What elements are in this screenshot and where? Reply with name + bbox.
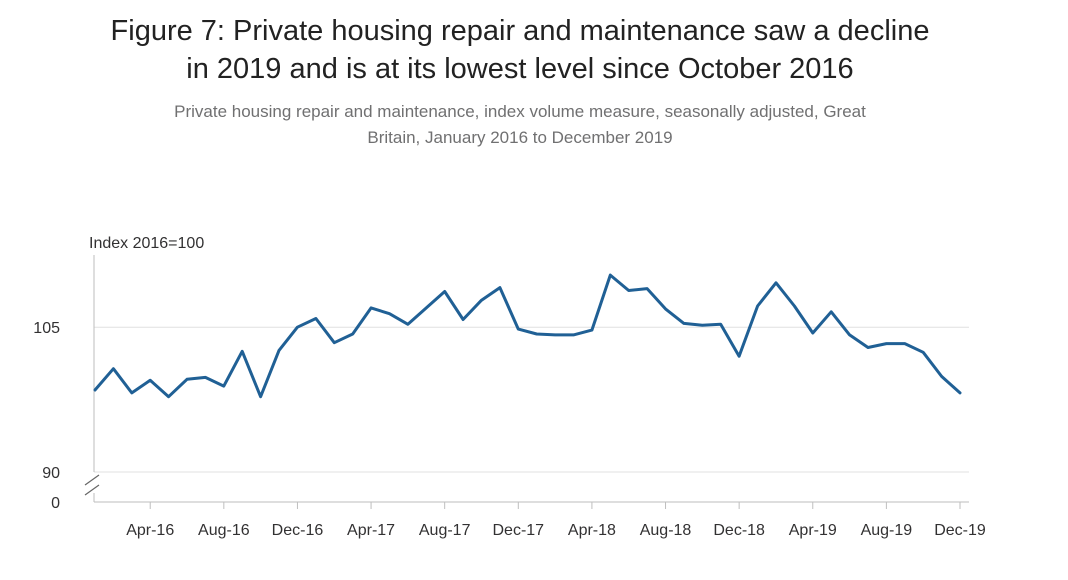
- data-point-2018-06[interactable]: [626, 288, 632, 294]
- axis-layer: [84, 255, 969, 509]
- data-point-2018-07[interactable]: [644, 286, 650, 292]
- data-point-2016-11[interactable]: [276, 347, 282, 353]
- series-layer: [92, 272, 963, 400]
- axis-break-mark-2: [84, 484, 100, 496]
- data-point-2017-04[interactable]: [368, 305, 374, 311]
- chart-subtitle-line-1: Private housing repair and maintenance, …: [174, 102, 866, 121]
- data-point-2016-05[interactable]: [166, 394, 172, 400]
- data-point-2019-02[interactable]: [773, 280, 779, 286]
- data-point-2017-07[interactable]: [423, 305, 429, 311]
- data-point-2017-11[interactable]: [497, 285, 503, 291]
- data-point-2019-11[interactable]: [939, 373, 945, 379]
- y-tick-label-90: 90: [42, 465, 60, 482]
- data-point-2016-12[interactable]: [294, 324, 300, 330]
- y-tick-label-105: 105: [33, 320, 60, 337]
- x-tick-label-Dec-18: Dec-18: [713, 522, 765, 539]
- data-point-2017-08[interactable]: [442, 289, 448, 295]
- chart-title: Figure 7: Private housing repair and mai…: [0, 12, 1040, 88]
- data-point-2016-08[interactable]: [221, 383, 227, 389]
- data-point-2016-06[interactable]: [184, 376, 190, 382]
- grid-layer: [94, 326, 969, 473]
- data-point-2018-08[interactable]: [663, 306, 669, 312]
- data-point-2017-12[interactable]: [515, 326, 521, 332]
- data-point-2017-06[interactable]: [405, 321, 411, 327]
- data-point-2017-05[interactable]: [387, 311, 393, 317]
- x-tick-label-Apr-17: Apr-17: [347, 522, 395, 539]
- data-point-2019-01[interactable]: [755, 303, 761, 309]
- data-point-2017-01[interactable]: [313, 316, 319, 322]
- data-point-2019-09[interactable]: [902, 341, 908, 347]
- data-point-2018-03[interactable]: [571, 332, 577, 338]
- x-tick-label-Apr-16: Apr-16: [126, 522, 174, 539]
- chart-subtitle: Private housing repair and maintenance, …: [70, 99, 970, 151]
- chart-subtitle-line-2: Britain, January 2016 to December 2019: [367, 128, 673, 147]
- data-point-2019-10[interactable]: [920, 349, 926, 355]
- data-point-2017-10[interactable]: [479, 297, 485, 303]
- data-point-2019-04[interactable]: [810, 330, 816, 336]
- x-tick-label-Aug-16: Aug-16: [198, 522, 250, 539]
- data-point-2018-01[interactable]: [534, 331, 540, 337]
- data-point-2019-05[interactable]: [828, 309, 834, 315]
- data-point-2018-09[interactable]: [681, 320, 687, 326]
- data-point-2017-09[interactable]: [460, 317, 466, 323]
- data-point-2019-03[interactable]: [791, 303, 797, 309]
- data-point-2016-10[interactable]: [258, 394, 264, 400]
- x-tick-label-Aug-18: Aug-18: [640, 522, 692, 539]
- data-point-2018-10[interactable]: [699, 322, 705, 328]
- x-tick-label-Apr-18: Apr-18: [568, 522, 616, 539]
- x-tick-label-Dec-16: Dec-16: [272, 522, 324, 539]
- x-tick-label-Dec-19: Dec-19: [934, 522, 986, 539]
- data-point-2016-03[interactable]: [129, 390, 135, 396]
- chart-title-line-1: Figure 7: Private housing repair and mai…: [110, 15, 930, 47]
- data-point-2017-02[interactable]: [331, 340, 337, 346]
- chart-title-line-2: in 2019 and is at its lowest level since…: [186, 53, 854, 85]
- x-tick-label-Apr-19: Apr-19: [789, 522, 837, 539]
- x-tick-label-Aug-17: Aug-17: [419, 522, 471, 539]
- data-point-2017-03[interactable]: [350, 331, 356, 337]
- data-point-2019-12[interactable]: [957, 390, 963, 396]
- data-point-2016-01[interactable]: [92, 387, 98, 393]
- series-line: [93, 273, 962, 399]
- y-tick-label-0: 0: [51, 495, 60, 512]
- data-point-2019-08[interactable]: [883, 341, 889, 347]
- x-tick-label-Aug-19: Aug-19: [861, 522, 913, 539]
- x-tick-label-Dec-17: Dec-17: [493, 522, 545, 539]
- data-point-2016-04[interactable]: [147, 377, 153, 383]
- data-point-2018-02[interactable]: [552, 332, 558, 338]
- data-point-2016-02[interactable]: [110, 366, 116, 372]
- label-layer: 0 90 105 Apr-16 Aug-16 Dec-16 Apr-17 Aug-17 Dec-…: [33, 320, 986, 539]
- data-point-2019-07[interactable]: [865, 345, 871, 351]
- data-point-2018-11[interactable]: [718, 321, 724, 327]
- data-point-2019-06[interactable]: [847, 332, 853, 338]
- data-point-2018-12[interactable]: [736, 353, 742, 359]
- axis-break-mark-1: [84, 474, 100, 486]
- data-point-2018-04[interactable]: [589, 327, 595, 333]
- data-point-2016-09[interactable]: [239, 348, 245, 354]
- y-axis-label: Index 2016=100: [89, 235, 204, 252]
- data-point-2016-07[interactable]: [202, 374, 208, 380]
- data-point-2018-05[interactable]: [607, 272, 613, 278]
